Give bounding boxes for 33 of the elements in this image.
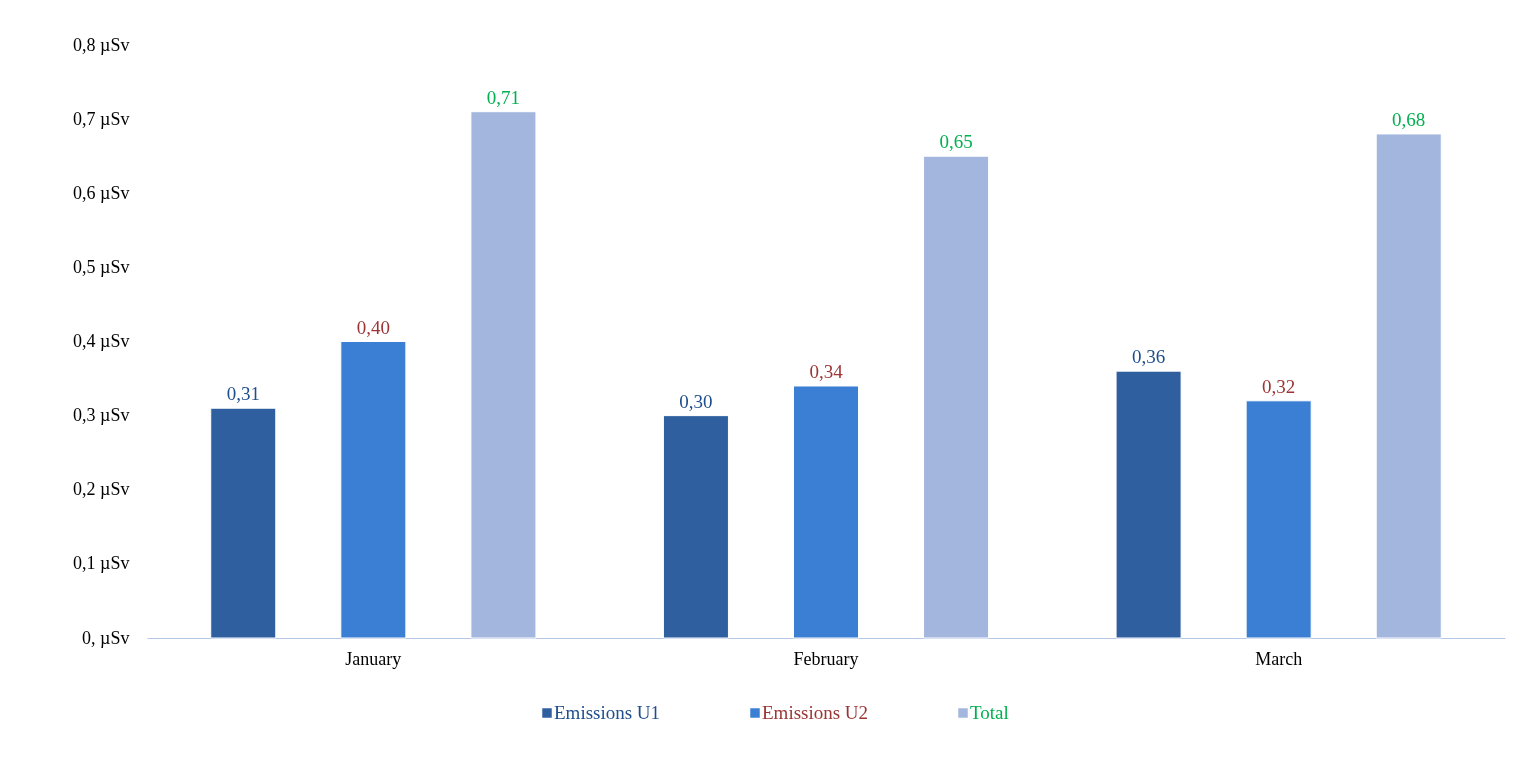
- bar: [340, 341, 407, 639]
- y-tick-label: 0,1 µSv: [73, 553, 130, 574]
- y-tick-label: 0,2 µSv: [73, 479, 130, 500]
- data-label: 0,30: [679, 390, 713, 412]
- data-label: 0,32: [1262, 375, 1296, 397]
- data-label: 0,31: [226, 383, 260, 405]
- y-tick-label: 0,5 µSv: [73, 256, 130, 277]
- x-tick-label: January: [345, 648, 402, 669]
- y-tick-label: 0,4 µSv: [73, 331, 130, 351]
- y-tick-label: 0,7 µSv: [73, 108, 130, 129]
- bar: [1375, 133, 1442, 639]
- y-tick-label: 0,3 µSv: [73, 405, 130, 426]
- bar: [923, 155, 990, 639]
- y-tick-label: 0,8 µSv: [73, 34, 130, 55]
- data-label: 0,71: [486, 86, 521, 108]
- legend-label: Total: [970, 702, 1009, 723]
- y-tick-label: 0, µSv: [82, 627, 130, 648]
- legend-label: Emissions U2: [762, 702, 869, 723]
- bar: [1245, 400, 1312, 639]
- data-label: 0,68: [1392, 108, 1426, 130]
- legend-label: Emissions U1: [554, 702, 661, 723]
- data-label: 0,34: [809, 360, 844, 382]
- x-tick-label: February: [793, 648, 859, 669]
- bar: [792, 385, 860, 639]
- bar: [470, 111, 537, 639]
- x-tick-label: March: [1255, 648, 1303, 669]
- data-label: 0,36: [1131, 346, 1166, 368]
- data-label: 0,40: [356, 316, 390, 338]
- y-tick-label: 0,6 µSv: [73, 182, 130, 203]
- bar: [662, 415, 729, 639]
- bar: [210, 407, 277, 639]
- bar: [1115, 370, 1182, 639]
- data-label: 0,65: [939, 131, 973, 153]
